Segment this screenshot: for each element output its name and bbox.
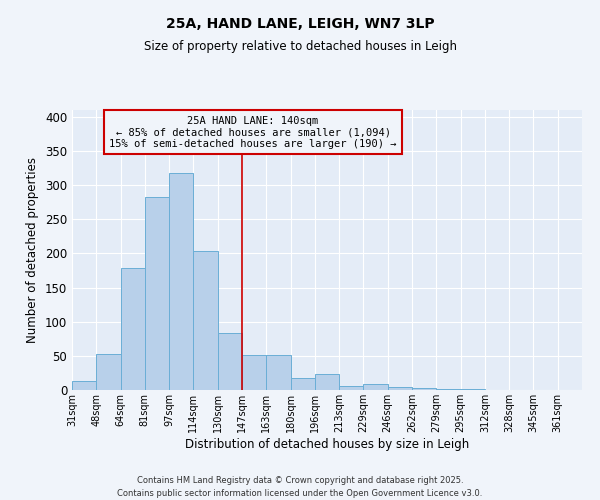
Bar (193, 250, 218, 390)
Text: 25A, HAND LANE, LEIGH, WN7 3LP: 25A, HAND LANE, LEIGH, WN7 3LP (166, 18, 434, 32)
Text: Size of property relative to detached houses in Leigh: Size of property relative to detached ho… (143, 40, 457, 53)
Bar (266, 355, 290, 390)
X-axis label: Distribution of detached houses by size in Leigh: Distribution of detached houses by size … (185, 438, 469, 450)
Bar (169, 173, 193, 390)
Bar (218, 334, 242, 390)
Text: 25A HAND LANE: 140sqm
← 85% of detached houses are smaller (1,094)
15% of semi-d: 25A HAND LANE: 140sqm ← 85% of detached … (109, 116, 397, 149)
Bar (242, 355, 266, 390)
Bar (315, 374, 339, 390)
Bar (72, 381, 96, 390)
Text: Contains HM Land Registry data © Crown copyright and database right 2025.
Contai: Contains HM Land Registry data © Crown c… (118, 476, 482, 498)
Bar (96, 354, 121, 390)
Bar (121, 268, 145, 390)
Y-axis label: Number of detached properties: Number of detached properties (26, 157, 40, 343)
Bar (339, 386, 364, 390)
Bar (145, 196, 169, 390)
Bar (364, 384, 388, 390)
Bar (290, 378, 315, 390)
Bar (412, 388, 436, 390)
Bar (388, 388, 412, 390)
